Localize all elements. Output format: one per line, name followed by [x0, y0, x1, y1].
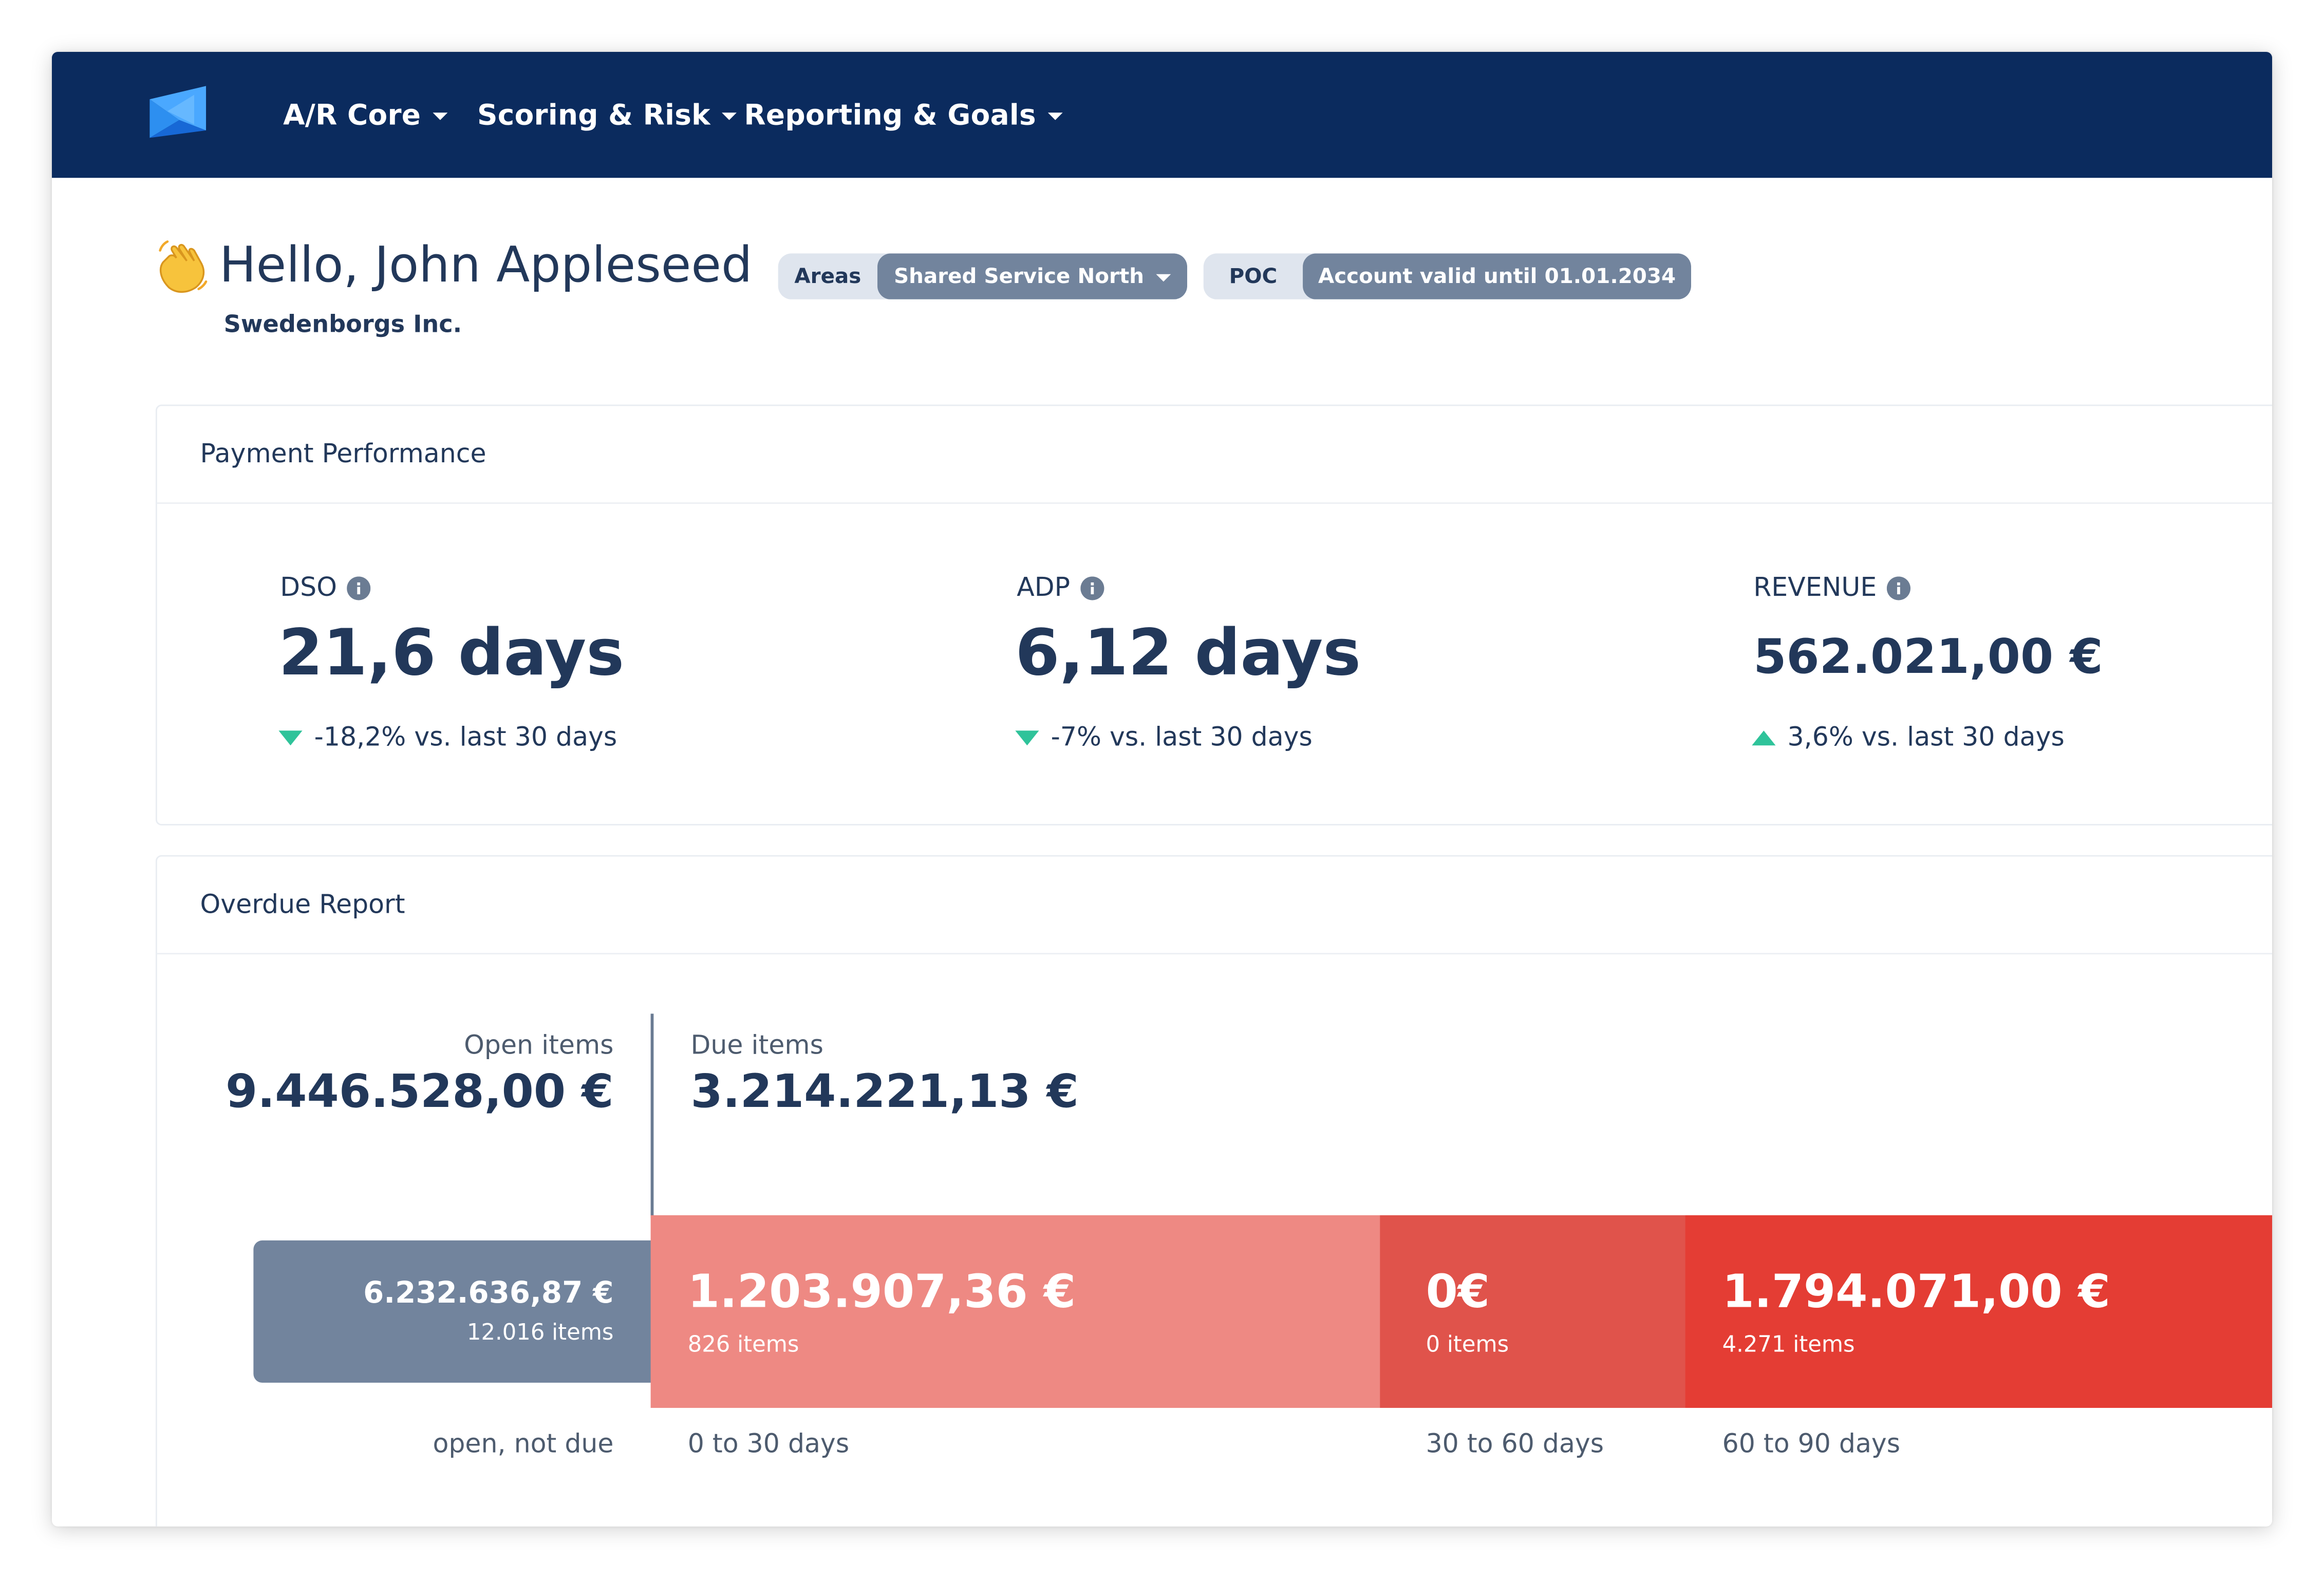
areas-filter-select[interactable]: Shared Service North: [877, 253, 1188, 299]
segment-60-90-days[interactable]: 1.794.071,00 € 4.271 items: [1685, 1215, 2273, 1408]
metric-change: -18,2% vs. last 30 days: [278, 723, 617, 753]
open-items-label: Open items: [464, 1031, 614, 1061]
segment-amount: 1.203.907,36 €: [687, 1265, 1076, 1319]
segment-count: 4.271 items: [1722, 1330, 1855, 1358]
areas-filter-value: Shared Service North: [894, 265, 1145, 289]
greeting-title: Hello, John Appleseed: [219, 235, 753, 294]
card-header: Overdue Report: [157, 857, 2273, 955]
metric-value: 562.021,00 €: [1753, 628, 2103, 685]
bucket-label: open, not due: [433, 1430, 614, 1460]
metric-change-text: -18,2% vs. last 30 days: [314, 723, 617, 753]
segment-amount: 6.232.636,87 €: [363, 1274, 614, 1310]
card-header: Payment Performance: [157, 406, 2273, 504]
segment-count: 0 items: [1426, 1330, 1509, 1358]
info-icon[interactable]: [1887, 576, 1911, 600]
segment-amount: 1.794.071,00 €: [1722, 1265, 2111, 1319]
payment-performance-card: Payment Performance DSO 21,6 days -18,2%…: [155, 404, 2273, 826]
nav-scoring-risk[interactable]: Scoring & Risk: [477, 52, 737, 178]
app-window: A/R Core Scoring & Risk Reporting & Goal…: [51, 51, 2273, 1527]
segment-open-not-due[interactable]: 6.232.636,87 € 12.016 items: [253, 1240, 660, 1383]
card-title: Payment Performance: [200, 440, 486, 470]
metric-change: -7% vs. last 30 days: [1015, 723, 1313, 753]
trend-down-icon: [1015, 730, 1039, 746]
company-name: Swedenborgs Inc.: [223, 310, 462, 338]
poc-badge: POC Account valid until 01.01.2034: [1203, 253, 1692, 299]
due-items-label: Due items: [690, 1031, 823, 1061]
nav-ar-core-label: A/R Core: [283, 98, 421, 131]
waving-hand-icon: [154, 239, 211, 295]
due-items-total: 3.214.221,13 €: [690, 1065, 1079, 1119]
revenue-label-row: REVENUE: [1753, 573, 1911, 604]
nav-reporting-goals[interactable]: Reporting & Goals: [744, 52, 1063, 178]
metric-change: 3,6% vs. last 30 days: [1752, 723, 2065, 753]
bucket-label: 30 to 60 days: [1426, 1430, 1604, 1460]
caret-down-icon: [433, 112, 448, 120]
account-validity-value: Account valid until 01.01.2034: [1303, 253, 1692, 299]
caret-down-icon: [1156, 274, 1171, 282]
trend-down-icon: [278, 730, 303, 746]
divider: [650, 1013, 653, 1218]
segment-0-30-days[interactable]: 1.203.907,36 € 826 items: [650, 1215, 1380, 1408]
dso-label-row: DSO: [280, 573, 371, 604]
areas-filter[interactable]: Areas Shared Service North: [778, 253, 1188, 299]
bucket-label: 0 to 30 days: [687, 1430, 850, 1460]
nav-ar-core[interactable]: A/R Core: [283, 52, 448, 178]
caret-down-icon: [1048, 112, 1063, 120]
trend-up-icon: [1752, 730, 1776, 746]
segment-count: 826 items: [687, 1330, 799, 1358]
segment-30-60-days[interactable]: 0€ 0 items: [1380, 1215, 1685, 1408]
poc-label: POC: [1229, 265, 1278, 289]
metric-change-text: 3,6% vs. last 30 days: [1787, 723, 2065, 753]
metric-label: REVENUE: [1753, 573, 1877, 604]
brand-logo-icon[interactable]: [147, 82, 212, 147]
metric-value: 21,6 days: [278, 616, 625, 691]
adp-label-row: ADP: [1017, 573, 1104, 604]
metric-label: DSO: [280, 573, 337, 604]
info-icon[interactable]: [347, 576, 371, 600]
card-title: Overdue Report: [200, 891, 405, 920]
metric-change-text: -7% vs. last 30 days: [1051, 723, 1313, 753]
nav-reporting-goals-label: Reporting & Goals: [744, 98, 1036, 131]
metric-value: 6,12 days: [1015, 616, 1361, 691]
areas-filter-label: Areas: [794, 265, 861, 289]
bucket-label: 60 to 90 days: [1722, 1430, 1901, 1460]
nav-scoring-risk-label: Scoring & Risk: [477, 98, 710, 131]
segment-amount: 0€: [1426, 1265, 1490, 1319]
metric-label: ADP: [1017, 573, 1071, 604]
info-icon[interactable]: [1080, 576, 1104, 600]
overdue-report-card: Overdue Report Open items 9.446.528,00 €…: [155, 855, 2273, 1527]
caret-down-icon: [722, 112, 737, 120]
top-nav-bar: A/R Core Scoring & Risk Reporting & Goal…: [51, 51, 2273, 178]
open-items-total: 9.446.528,00 €: [226, 1065, 614, 1119]
segment-count: 12.016 items: [466, 1319, 614, 1346]
